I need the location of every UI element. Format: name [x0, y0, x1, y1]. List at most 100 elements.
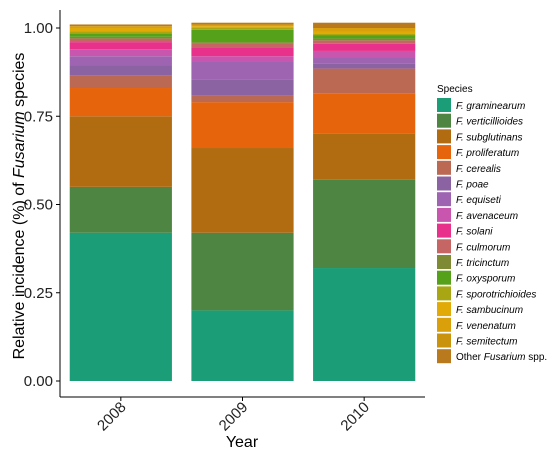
bar-segment-2009-6 [191, 61, 294, 80]
bar-segment-2009-13 [191, 26, 294, 28]
legend-label: F. verticillioides [456, 117, 523, 128]
legend-swatch [437, 239, 451, 254]
y-tick-label: 0.75 [24, 108, 53, 125]
x-axis-title: Year [226, 434, 259, 451]
legend-label: Other Fusarium spp. [456, 352, 547, 363]
x-tick-label: 2009 [216, 399, 252, 435]
legend-swatch [437, 98, 451, 112]
bar-segment-2009-0 [191, 310, 294, 381]
bar-segment-2010-13 [313, 31, 416, 34]
bar-segment-2008-4 [69, 75, 172, 89]
legend-label: F. tricinctum [456, 258, 509, 269]
bar-segment-2008-9 [69, 38, 172, 43]
bar-segment-2008-10 [69, 36, 172, 39]
bar-segment-2008-13 [69, 28, 172, 32]
legend-swatch [437, 317, 451, 332]
legend-swatch [437, 270, 451, 285]
legend-swatch [437, 160, 451, 175]
x-ticks: 2008 2009 2010 [94, 397, 373, 434]
bar-segment-2010-2 [313, 133, 416, 180]
bar-segment-2010-7 [313, 50, 416, 58]
bars-layer [69, 22, 416, 381]
bar-segment-2009-11 [191, 29, 294, 43]
legend: Species F. graminearum F. verticillioides… [437, 84, 547, 364]
bar-segment-2010-4 [313, 68, 416, 94]
legend-label: F. equiseti [456, 195, 502, 206]
bar-segment-2010-16 [313, 22, 416, 28]
legend-label: F. sporotrichioides [456, 289, 536, 300]
bar-segment-2009-4 [191, 95, 294, 103]
bar-segment-2008-14 [69, 26, 172, 28]
bar-segment-2008-5 [69, 65, 172, 76]
legend-swatch [437, 207, 451, 222]
bar-segment-2010-6 [313, 58, 416, 64]
bar-segment-2009-14 [191, 24, 294, 27]
bar-segment-2010-14 [313, 28, 416, 32]
legend-label: F. sambucinum [456, 305, 523, 316]
bar-segment-2009-9 [191, 43, 294, 48]
legend-swatch [437, 302, 451, 317]
legend-label: F. semitectum [456, 337, 518, 348]
bar-segment-2009-2 [191, 148, 294, 233]
bar-segment-2010-9 [313, 40, 416, 44]
bar-segment-2010-5 [313, 63, 416, 69]
bar-segment-2009-12 [191, 28, 294, 30]
legend-label: F. proliferatum [456, 148, 519, 159]
legend-swatch [437, 145, 451, 160]
legend-title: Species [437, 84, 473, 95]
y-tick-label: 0.00 [24, 373, 53, 390]
bar-segment-2010-3 [313, 93, 416, 134]
legend-label: F. avenaceum [456, 211, 518, 222]
y-tick-label: 1.00 [24, 20, 53, 37]
bar-segment-2008-8 [69, 42, 172, 50]
legend-label: F. subglutinans [456, 132, 523, 143]
legend-label: F. solani [456, 227, 493, 238]
legend-swatch [437, 349, 451, 364]
bar-segment-2008-16 [69, 24, 172, 27]
legend-label: F. culmorum [456, 242, 510, 253]
bar-segment-2008-11 [69, 33, 172, 37]
bar-segment-2010-12 [313, 33, 416, 36]
legend-swatch [437, 333, 451, 348]
bar-segment-2009-1 [191, 232, 294, 311]
legend-swatch [437, 286, 451, 301]
bar-segment-2008-12 [69, 31, 172, 34]
bar-segment-2009-5 [191, 79, 294, 96]
legend-swatch [437, 113, 451, 128]
legend-label: F. graminearum [456, 101, 525, 112]
legend-label: F. poae [456, 180, 489, 191]
y-axis-title: Relative incidence (%) of Fusarium speci… [11, 53, 28, 360]
legend-swatch [437, 192, 451, 207]
y-axis-title-italic: Fusarium [11, 111, 28, 178]
legend-swatch [437, 129, 451, 144]
x-tick-label: 2010 [337, 399, 373, 435]
bar-segment-2008-3 [69, 88, 172, 117]
bar-segment-2009-3 [191, 102, 294, 149]
legend-label: F. cerealis [456, 164, 501, 175]
bar-segment-2009-8 [191, 47, 294, 57]
bar-segment-2010-11 [313, 35, 416, 39]
bar-segment-2010-0 [313, 268, 416, 381]
bar-segment-2008-1 [69, 186, 172, 233]
bar-segment-2010-8 [313, 43, 416, 51]
bar-segment-2008-0 [69, 232, 172, 381]
y-ticks: 0.00 0.25 0.50 0.75 1.00 [24, 20, 60, 390]
y-axis-title-prefix: Relative incidence (%) of [11, 178, 28, 359]
legend-swatch [437, 176, 451, 191]
y-tick-label: 0.50 [24, 197, 53, 214]
y-axis-title-suffix: species [11, 53, 28, 112]
bar-segment-2009-16 [191, 22, 294, 25]
bar-segment-2008-6 [69, 56, 172, 66]
x-tick-label: 2008 [94, 399, 130, 435]
bar-segment-2009-7 [191, 56, 294, 62]
bar-segment-2010-10 [313, 38, 416, 41]
bar-segment-2010-1 [313, 179, 416, 269]
legend-label: F. venenatum [456, 321, 516, 332]
legend-swatch [437, 223, 451, 238]
legend-items: F. graminearum F. verticillioides F. subgl… [437, 98, 547, 364]
legend-swatch [437, 255, 451, 269]
y-tick-label: 0.25 [24, 285, 53, 302]
legend-label: F. oxysporum [456, 274, 515, 285]
bar-segment-2008-7 [69, 49, 172, 57]
